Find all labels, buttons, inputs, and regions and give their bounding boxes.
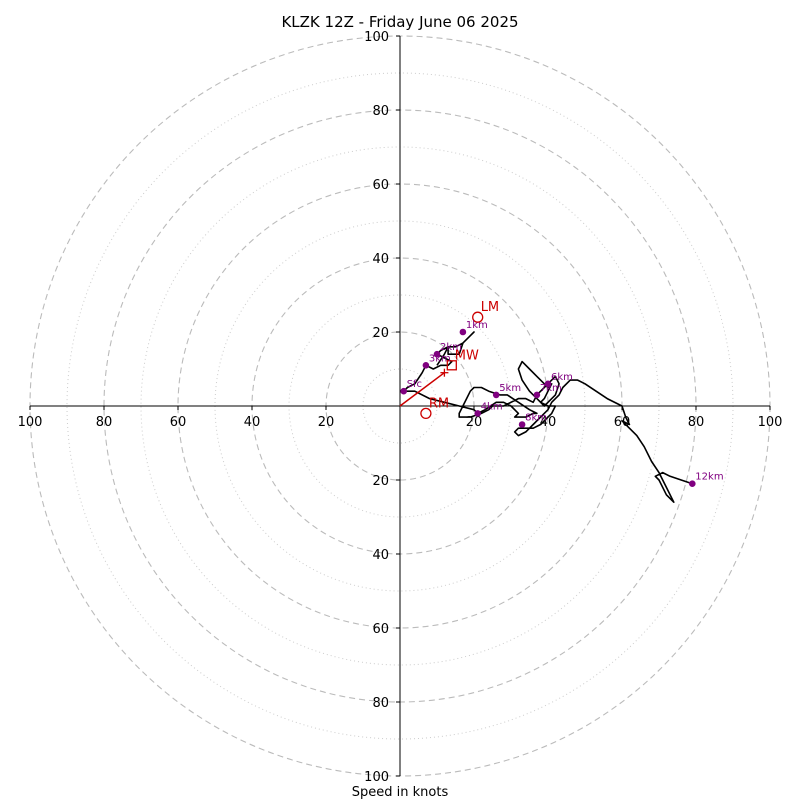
height-marker-6km [544, 380, 552, 388]
tick-label-top: 100 [364, 30, 389, 45]
storm-motion-mw-label: MW [455, 348, 479, 363]
tick-label-bottom: 80 [372, 696, 389, 711]
storm-motion-rm-label: RM [429, 396, 449, 411]
height-marker-1km [459, 328, 467, 336]
chart-title: KLZK 12Z - Friday June 06 2025 [281, 13, 518, 31]
height-marker-5km [492, 391, 500, 399]
height-label-8km: 8km [525, 413, 547, 424]
height-marker-sfc [400, 387, 408, 395]
height-label-7km: 7km [540, 383, 562, 394]
storm-motion-rm-marker [420, 407, 432, 420]
height-label-2km: 2km [440, 342, 462, 353]
tick-label-left: 40 [244, 415, 261, 430]
height-label-4km: 4km [481, 401, 503, 412]
tick-label-right: 40 [540, 415, 557, 430]
storm-motion-lm-label: LM [481, 300, 499, 315]
tick-label-right: 100 [758, 415, 783, 430]
tick-label-bottom: 60 [372, 622, 389, 637]
hodograph-trace [402, 331, 693, 504]
tick-label-top: 40 [372, 252, 389, 267]
height-marker-7km [533, 391, 541, 399]
storm-motion-lm-marker [472, 311, 484, 323]
tick-label-left: 20 [318, 415, 335, 430]
height-label-3km: 3km [429, 353, 451, 364]
tick-label-bottom: 40 [372, 548, 389, 563]
height-marker-12km [689, 480, 696, 488]
storm-motion-group: LM MW RM [399, 300, 499, 420]
x-axis-label: Speed in knots [352, 785, 449, 800]
tick-label-left: 100 [18, 415, 43, 430]
tick-label-left: 60 [170, 415, 187, 430]
tick-label-bottom: 20 [372, 474, 389, 489]
height-label-5km: 5km [499, 383, 521, 394]
tick-label-bottom: 100 [364, 770, 389, 785]
hodograph-trace-group [402, 331, 693, 504]
tick-label-top: 60 [372, 178, 389, 193]
height-label-12km: 12km [695, 472, 723, 483]
tick-label-right: 80 [688, 415, 705, 430]
height-marker-8km [518, 421, 526, 428]
height-label-6km: 6km [551, 372, 573, 383]
height-label-sfc: Sfc [407, 379, 422, 390]
shear-vector-line [399, 372, 445, 407]
height-label-1km: 1km [466, 320, 488, 331]
height-marker-4km [474, 410, 482, 417]
height-marker-2km [433, 350, 441, 358]
tick-label-left: 80 [96, 415, 113, 430]
tick-label-top: 20 [372, 326, 389, 341]
tick-label-right: 20 [466, 415, 483, 430]
tick-label-top: 80 [372, 104, 389, 119]
height-marker-3km [422, 362, 430, 369]
storm-motion-mw-marker [446, 360, 457, 371]
